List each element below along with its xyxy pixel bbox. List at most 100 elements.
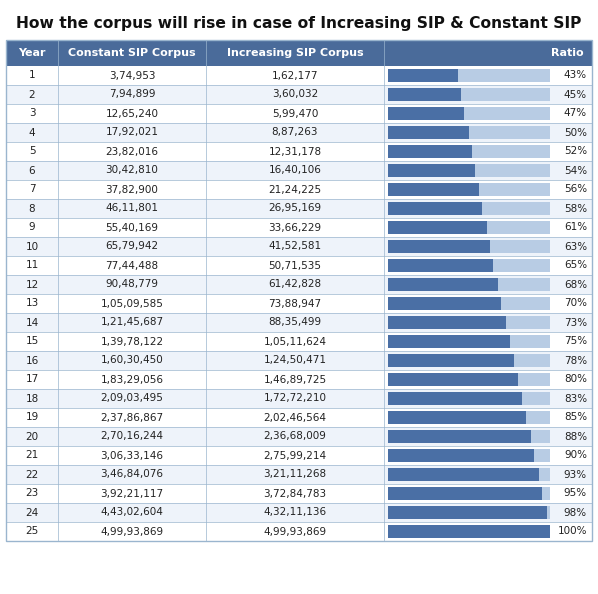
- Bar: [6, 66, 592, 85]
- Text: 93%: 93%: [564, 469, 587, 479]
- Bar: [388, 202, 550, 215]
- Text: 16,40,106: 16,40,106: [269, 166, 322, 175]
- Text: 26,95,169: 26,95,169: [269, 204, 322, 213]
- Text: 30,42,810: 30,42,810: [106, 166, 158, 175]
- Text: 3,60,032: 3,60,032: [272, 90, 318, 100]
- Text: 15: 15: [25, 336, 39, 346]
- Bar: [388, 278, 498, 291]
- Text: 61,42,828: 61,42,828: [269, 280, 322, 289]
- Text: 52%: 52%: [564, 147, 587, 156]
- Text: 4,99,93,869: 4,99,93,869: [100, 526, 164, 536]
- Text: 2: 2: [29, 90, 35, 100]
- Bar: [388, 221, 487, 234]
- Bar: [388, 88, 550, 101]
- Text: 8,87,263: 8,87,263: [271, 128, 318, 137]
- Text: 1,72,72,210: 1,72,72,210: [264, 393, 327, 403]
- Bar: [388, 164, 550, 177]
- Bar: [388, 145, 550, 158]
- Bar: [388, 259, 493, 272]
- Bar: [388, 183, 479, 196]
- Text: 4,32,11,136: 4,32,11,136: [264, 507, 327, 517]
- Text: 3: 3: [29, 109, 35, 118]
- Text: 95%: 95%: [564, 488, 587, 498]
- Text: 21,24,225: 21,24,225: [269, 185, 322, 194]
- Text: 68%: 68%: [564, 280, 587, 289]
- Bar: [388, 335, 550, 348]
- Text: 22: 22: [25, 469, 39, 479]
- Text: 50,71,535: 50,71,535: [269, 261, 322, 270]
- Text: Year: Year: [19, 48, 46, 58]
- Text: 3,46,84,076: 3,46,84,076: [100, 469, 163, 479]
- Text: 1,83,29,056: 1,83,29,056: [100, 374, 163, 384]
- Bar: [388, 373, 518, 386]
- Text: 88,35,499: 88,35,499: [269, 318, 322, 327]
- Bar: [388, 259, 550, 272]
- Text: 85%: 85%: [564, 412, 587, 422]
- Text: Increasing SIP Corpus: Increasing SIP Corpus: [227, 48, 364, 58]
- Bar: [6, 294, 592, 313]
- Text: 21: 21: [25, 450, 39, 460]
- Text: 65%: 65%: [564, 261, 587, 270]
- Text: 12: 12: [25, 280, 39, 289]
- Bar: [6, 237, 592, 256]
- Bar: [388, 316, 507, 329]
- Bar: [388, 297, 550, 310]
- Bar: [6, 180, 592, 199]
- Bar: [388, 88, 461, 101]
- Bar: [388, 392, 523, 405]
- Bar: [388, 525, 550, 538]
- Bar: [388, 126, 469, 139]
- Bar: [388, 164, 475, 177]
- Bar: [6, 123, 592, 142]
- Bar: [388, 506, 550, 519]
- Text: 6: 6: [29, 166, 35, 175]
- Text: 77,44,488: 77,44,488: [105, 261, 158, 270]
- Bar: [388, 240, 550, 253]
- Bar: [388, 411, 550, 424]
- Text: 11: 11: [25, 261, 39, 270]
- Text: 17: 17: [25, 374, 39, 384]
- Bar: [388, 449, 534, 462]
- Text: 5,99,470: 5,99,470: [272, 109, 318, 118]
- Text: 19: 19: [25, 412, 39, 422]
- Text: 1,24,50,471: 1,24,50,471: [264, 355, 327, 365]
- Text: 8: 8: [29, 204, 35, 213]
- Bar: [388, 392, 550, 405]
- Bar: [6, 142, 592, 161]
- Text: 17,92,021: 17,92,021: [105, 128, 158, 137]
- Bar: [6, 161, 592, 180]
- Text: 33,66,229: 33,66,229: [269, 223, 322, 232]
- Text: 50%: 50%: [564, 128, 587, 137]
- Bar: [388, 145, 472, 158]
- Text: 70%: 70%: [564, 299, 587, 308]
- Text: 12,65,240: 12,65,240: [105, 109, 158, 118]
- Text: 75%: 75%: [564, 336, 587, 346]
- Bar: [388, 373, 550, 386]
- Text: 3,21,11,268: 3,21,11,268: [264, 469, 327, 479]
- Bar: [6, 199, 592, 218]
- Text: 2,02,46,564: 2,02,46,564: [264, 412, 327, 422]
- Text: 73,88,947: 73,88,947: [269, 299, 322, 308]
- Text: 4: 4: [29, 128, 35, 137]
- Text: 1,05,09,585: 1,05,09,585: [100, 299, 163, 308]
- Text: 14: 14: [25, 318, 39, 327]
- Text: 13: 13: [25, 299, 39, 308]
- Text: 1,21,45,687: 1,21,45,687: [100, 318, 164, 327]
- Text: 54%: 54%: [564, 166, 587, 175]
- Text: 56%: 56%: [564, 185, 587, 194]
- Bar: [6, 351, 592, 370]
- Text: 73%: 73%: [564, 318, 587, 327]
- Text: 1,05,11,624: 1,05,11,624: [264, 336, 327, 346]
- Bar: [6, 85, 592, 104]
- Text: Constant SIP Corpus: Constant SIP Corpus: [68, 48, 196, 58]
- Bar: [6, 484, 592, 503]
- Text: 47%: 47%: [564, 109, 587, 118]
- Text: 61%: 61%: [564, 223, 587, 232]
- Bar: [388, 449, 550, 462]
- Text: 43%: 43%: [564, 71, 587, 81]
- Bar: [6, 465, 592, 484]
- Text: 12,31,178: 12,31,178: [269, 147, 322, 156]
- Text: 2,36,68,009: 2,36,68,009: [264, 431, 327, 441]
- Text: 3,92,21,117: 3,92,21,117: [100, 488, 164, 498]
- Text: 16: 16: [25, 355, 39, 365]
